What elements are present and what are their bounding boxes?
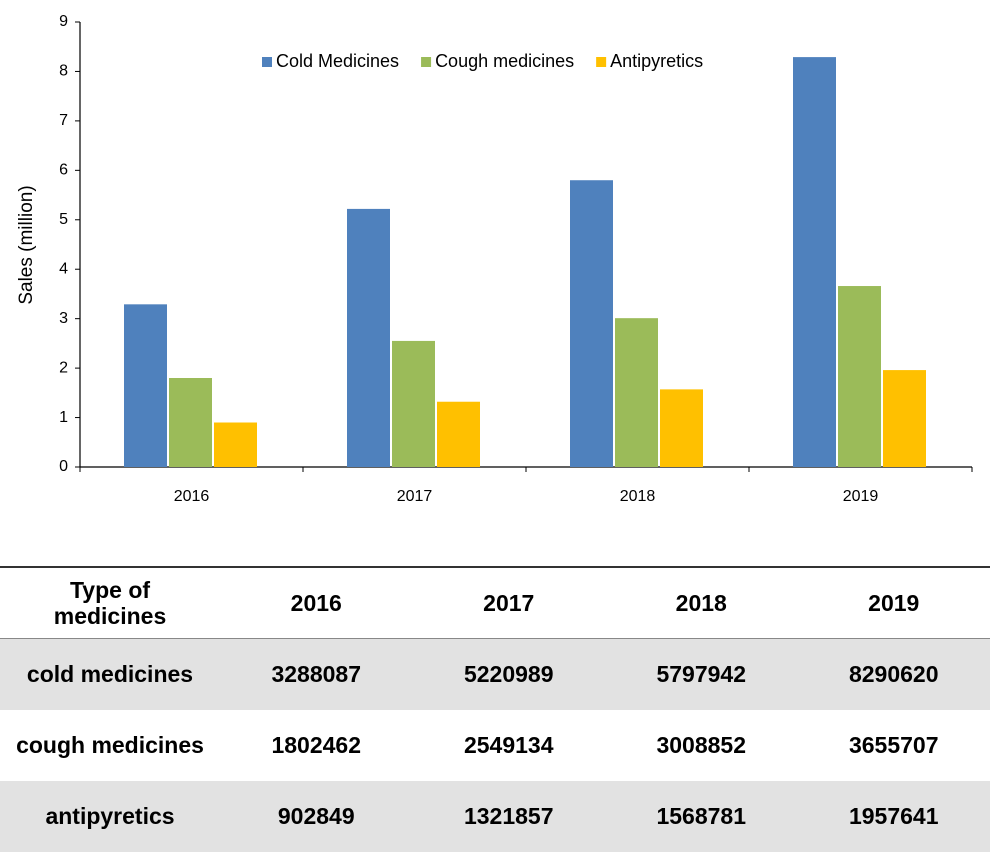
- y-tick-label: 5: [59, 211, 68, 228]
- bar: [793, 57, 836, 467]
- y-tick-label: 9: [59, 13, 68, 30]
- table-cell: 3655707: [798, 710, 990, 781]
- x-tick-label: 2016: [174, 488, 210, 505]
- header-cell: 2019: [798, 567, 990, 639]
- table-cell: 3008852: [605, 710, 798, 781]
- header-cell: 2018: [605, 567, 798, 639]
- table-cell: cough medicines: [0, 710, 220, 781]
- header-row: Type of medicines 2016 2017 2018 2019: [0, 567, 990, 639]
- x-tick-label: 2019: [843, 488, 879, 505]
- y-axis-label: Sales (million): [16, 185, 37, 304]
- header-cell: 2017: [413, 567, 606, 639]
- table-cell: 2549134: [413, 710, 606, 781]
- table-cell: 5220989: [413, 639, 606, 711]
- bar: [570, 180, 613, 467]
- bar: [883, 370, 926, 467]
- table-cell: 8290620: [798, 639, 990, 711]
- y-tick-label: 1: [59, 409, 68, 426]
- legend-swatch: [421, 57, 431, 67]
- y-tick-label: 3: [59, 310, 68, 327]
- table-cell: cold medicines: [0, 639, 220, 711]
- legend-label: Cold Medicines: [276, 51, 399, 71]
- bar: [660, 389, 703, 467]
- bar: [214, 423, 257, 468]
- header-cell: 2016: [220, 567, 413, 639]
- legend-label: Antipyretics: [610, 51, 703, 71]
- table-cell: 5797942: [605, 639, 798, 711]
- x-tick-label: 2018: [620, 488, 656, 505]
- y-tick-label: 6: [59, 162, 68, 179]
- table-cell: 1321857: [413, 781, 606, 852]
- legend-label: Cough medicines: [435, 51, 574, 71]
- table-cell: 3288087: [220, 639, 413, 711]
- header-cell: Type of medicines: [0, 567, 220, 639]
- table-cell: antipyretics: [0, 781, 220, 852]
- x-tick-label: 2017: [397, 488, 433, 505]
- header-text: Type of medicines: [35, 577, 185, 629]
- table-cell: 1957641: [798, 781, 990, 852]
- bar: [838, 286, 881, 467]
- legend-swatch: [596, 57, 606, 67]
- y-tick-label: 0: [59, 458, 68, 475]
- y-tick-label: 7: [59, 112, 68, 129]
- table-cell: 902849: [220, 781, 413, 852]
- data-table: Type of medicines 2016 2017 2018 2019 co…: [0, 566, 990, 852]
- chart: Sales (million) 0 1 2 3 4 5 6 7 8 9 2016 2017 2018 20…: [0, 0, 990, 560]
- bar: [169, 378, 212, 467]
- bar: [392, 341, 435, 467]
- y-tick-label: 8: [59, 63, 68, 80]
- bar: [437, 402, 480, 467]
- bar: [347, 209, 390, 467]
- bar: [615, 318, 658, 467]
- table-cell: 1802462: [220, 710, 413, 781]
- y-tick-label: 2: [59, 359, 68, 376]
- legend-swatch: [262, 57, 272, 67]
- y-tick-label: 4: [59, 260, 68, 277]
- table-cell: 1568781: [605, 781, 798, 852]
- bar: [124, 304, 167, 467]
